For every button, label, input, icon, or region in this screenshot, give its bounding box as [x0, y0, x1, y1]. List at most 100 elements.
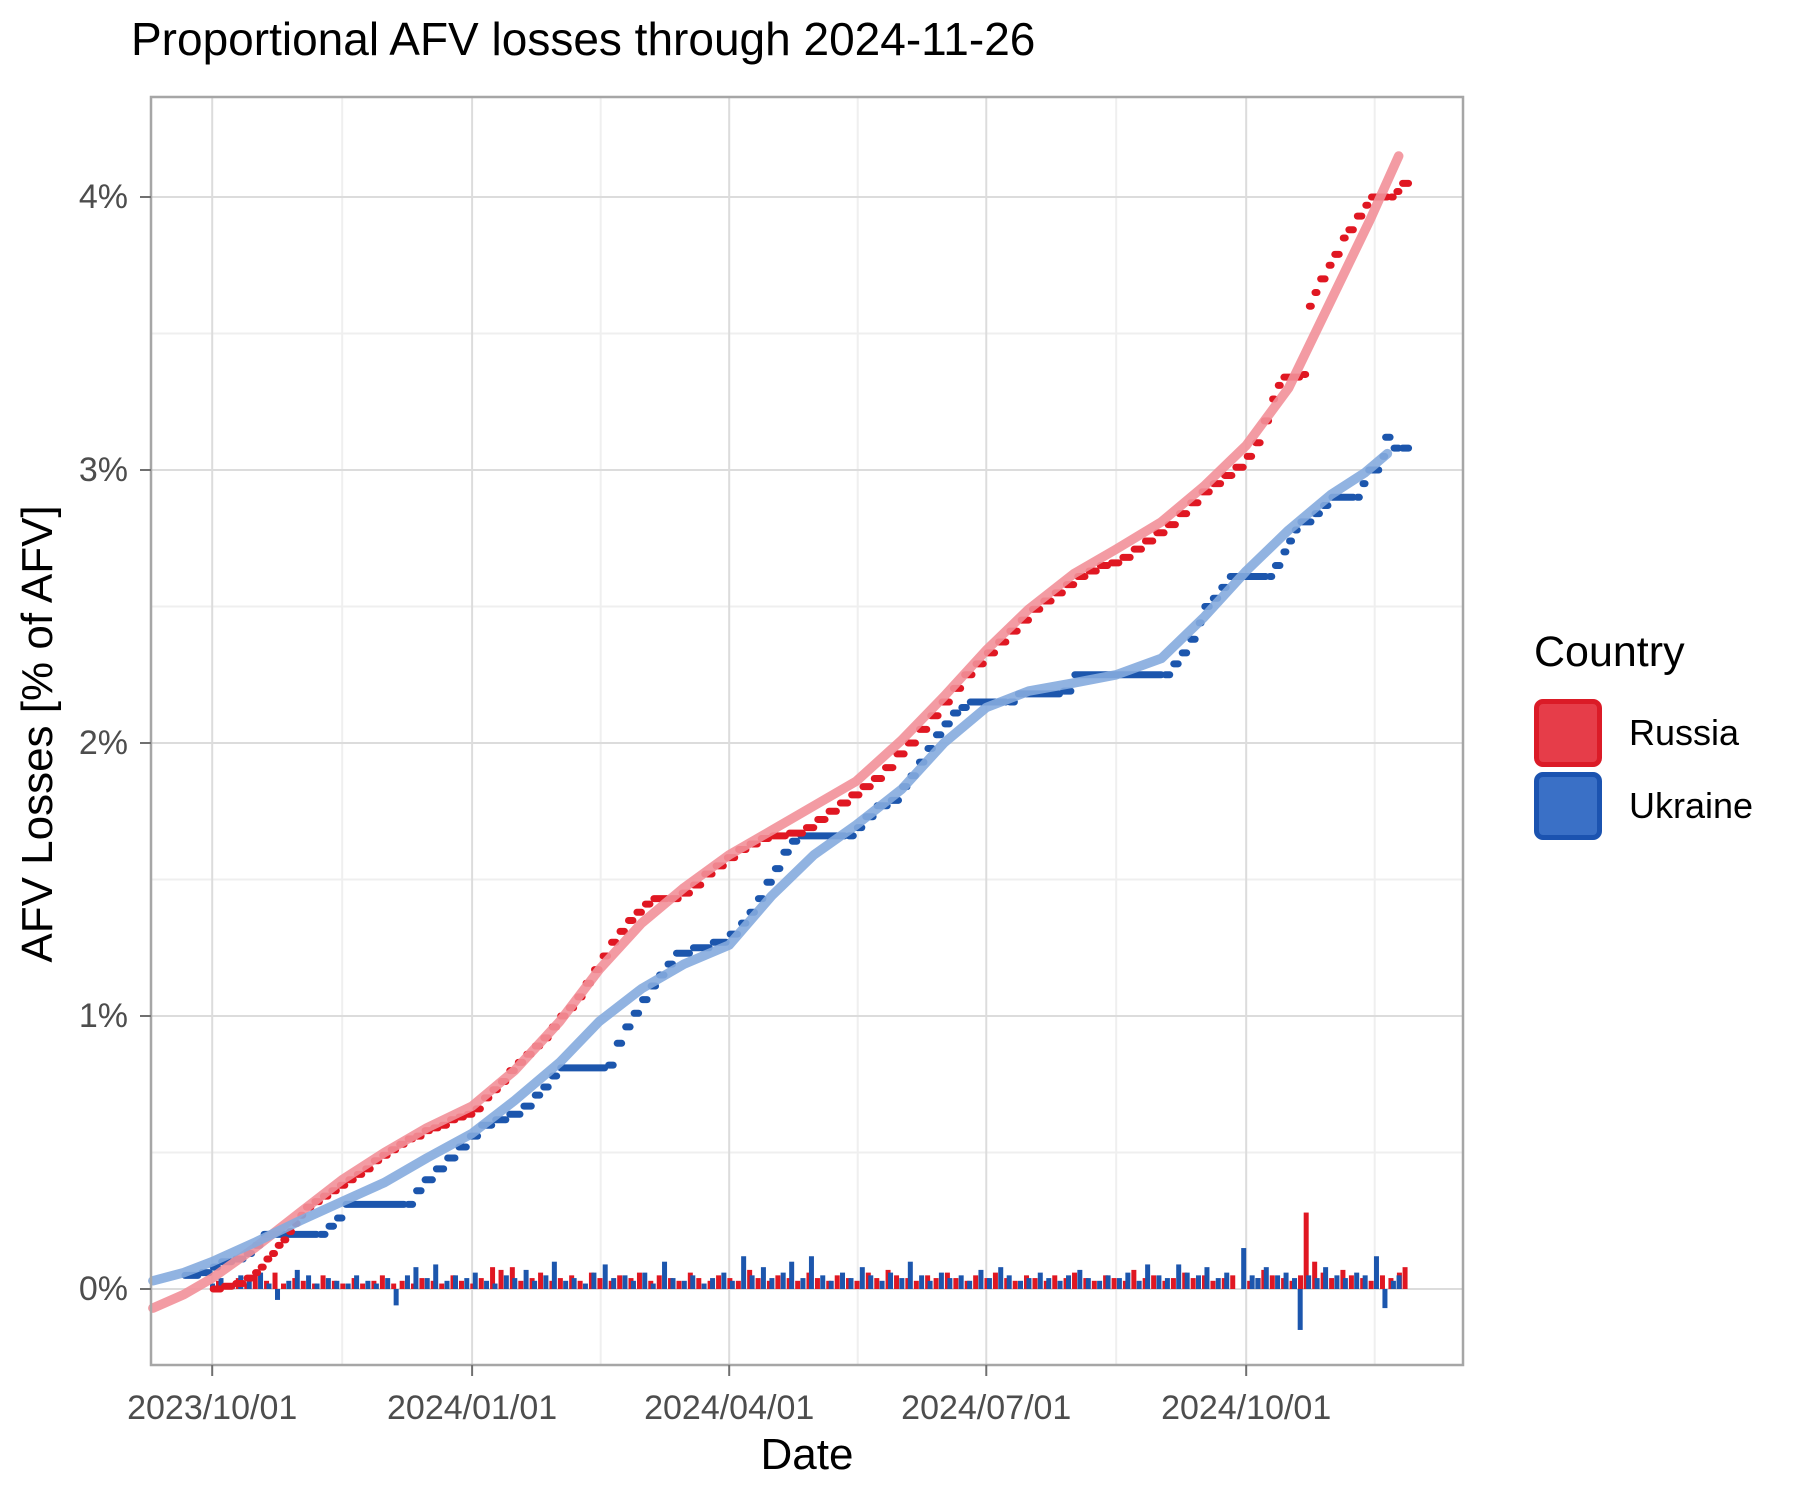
- ukraine-daily-bar: [602, 1264, 608, 1289]
- ukraine-daily-bar: [808, 1256, 814, 1289]
- ukraine-daily-bar: [1396, 1275, 1402, 1289]
- russia-daily-bar: [1348, 1275, 1354, 1289]
- y-tick-label: 3%: [78, 451, 128, 489]
- ukraine-daily-bar: [492, 1283, 498, 1289]
- ukraine-daily-bar: [789, 1261, 795, 1289]
- panel-border: [149, 95, 1465, 1367]
- x-tick-label: 2024/04/01: [644, 1389, 815, 1427]
- ukraine-daily-bar: [424, 1278, 430, 1289]
- chart-title: Proportional AFV losses through 2024-11-…: [131, 13, 1036, 65]
- ukraine-daily-bar: [611, 1278, 617, 1289]
- ukraine-daily-bar: [947, 1278, 953, 1289]
- ukraine-daily-bar: [859, 1267, 865, 1289]
- ukraine-daily-bar: [582, 1283, 588, 1289]
- legend-title: Country: [1534, 628, 1685, 676]
- ukraine-daily-bar: [218, 1278, 224, 1289]
- ukraine-daily-bar: [1125, 1272, 1131, 1289]
- ukraine-daily-bar: [938, 1272, 944, 1289]
- russia-daily-bar: [281, 1283, 287, 1289]
- russia-daily-bar: [1298, 1275, 1304, 1289]
- ukraine-daily-bar: [729, 1280, 735, 1289]
- russia-daily-bar: [518, 1280, 524, 1289]
- russia-daily-bar: [597, 1278, 603, 1289]
- russia-daily-bar: [490, 1267, 496, 1289]
- legend: Country Russia Ukraine: [1532, 628, 1753, 845]
- ukraine-daily-bar: [622, 1275, 628, 1289]
- russia-daily-bar: [1131, 1269, 1137, 1289]
- ukraine-daily-bar: [642, 1272, 648, 1289]
- ukraine-daily-bar: [749, 1275, 755, 1289]
- ukraine-daily-bar: [1066, 1275, 1072, 1289]
- ukraine-daily-bar: [472, 1272, 478, 1289]
- ukraine-daily-bar: [1390, 1280, 1396, 1289]
- russia-daily-bar: [320, 1275, 326, 1289]
- russia-daily-bar: [1012, 1280, 1018, 1289]
- ukraine-daily-bar: [365, 1280, 371, 1289]
- ukraine-daily-bar: [848, 1278, 854, 1289]
- russia-daily-bar: [834, 1275, 840, 1289]
- russia-daily-bar: [676, 1280, 682, 1289]
- russia-daily-bar: [379, 1275, 385, 1289]
- ukraine-daily-bar: [888, 1272, 894, 1289]
- panel-background: [151, 97, 1463, 1365]
- x-tick-label: 2024/01/01: [387, 1389, 558, 1427]
- ukraine-daily-bar: [800, 1278, 806, 1289]
- ukraine-daily-bar: [286, 1280, 292, 1289]
- ukraine-daily-bar: [690, 1275, 696, 1289]
- russia-daily-bar: [854, 1280, 860, 1289]
- ukraine-daily-bar: [591, 1272, 597, 1289]
- russia-daily-bar: [419, 1278, 425, 1289]
- ukraine-daily-bar: [899, 1278, 905, 1289]
- russia-daily-bar: [1210, 1280, 1216, 1289]
- russia-daily-bar: [1230, 1275, 1236, 1289]
- ukraine-daily-bar: [345, 1283, 351, 1289]
- russia-daily-bar: [1368, 1280, 1374, 1289]
- y-tick-label: 4%: [78, 178, 128, 216]
- ukraine-daily-bar: [1164, 1278, 1170, 1289]
- russia-daily-bar: [399, 1280, 405, 1289]
- russia-daily-bar: [300, 1280, 306, 1289]
- ukraine-daily-bar: [1249, 1275, 1255, 1289]
- ukraine-daily-bar: [1195, 1275, 1201, 1289]
- ukraine-daily-bar: [1057, 1280, 1063, 1289]
- ukraine-daily-bar: [325, 1278, 331, 1289]
- ukraine-daily-bar: [1224, 1272, 1230, 1289]
- russia-daily-bar: [498, 1269, 504, 1289]
- ukraine-daily-bar: [385, 1278, 391, 1289]
- ukraine-daily-bar: [986, 1278, 992, 1289]
- russia-daily-bar: [577, 1280, 583, 1289]
- ukraine-smooth-line: [148, 448, 1393, 1286]
- ukraine-daily-bar: [1037, 1272, 1043, 1289]
- ukraine-daily-bar: [1255, 1278, 1261, 1289]
- russia-daily-bar: [696, 1278, 702, 1289]
- ukraine-daily-bar: [1306, 1275, 1312, 1289]
- ukraine-daily-bar: [1292, 1278, 1298, 1289]
- russia-daily-bar: [360, 1283, 366, 1289]
- ukraine-daily-bar: [1085, 1278, 1091, 1289]
- ukraine-daily-bar: [1097, 1280, 1103, 1289]
- russia-daily-bar: [1170, 1278, 1176, 1289]
- russia-daily-bar: [656, 1275, 662, 1289]
- legend-item-russia: Russia: [1532, 699, 1739, 772]
- ukraine-daily-bar: [1323, 1267, 1329, 1289]
- ukraine-daily-bar: [266, 1283, 272, 1289]
- ukraine-daily-bar: [258, 1272, 264, 1289]
- ukraine-daily-bar: [927, 1280, 933, 1289]
- russia-daily-bar: [1303, 1212, 1309, 1289]
- ukraine-daily-bar: [1116, 1278, 1122, 1289]
- ukraine-daily-bar: [1176, 1264, 1182, 1289]
- russia-daily-bar: [1072, 1272, 1078, 1289]
- ukraine-daily-bar: [741, 1256, 747, 1289]
- ukraine-daily-bar: [551, 1261, 557, 1289]
- ukraine-daily-bar: [354, 1275, 360, 1289]
- russia-daily-bar: [973, 1275, 979, 1289]
- y-tick-label: 2%: [78, 724, 128, 762]
- ukraine-daily-bar: [1105, 1275, 1111, 1289]
- legend-label-russia: Russia: [1629, 712, 1740, 753]
- ukraine-daily-bar: [275, 1289, 281, 1300]
- ukraine-daily-bar: [306, 1275, 312, 1289]
- ukraine-daily-bar: [1018, 1280, 1024, 1289]
- ukraine-daily-bar: [1354, 1272, 1360, 1289]
- ukraine-daily-bar: [484, 1280, 490, 1289]
